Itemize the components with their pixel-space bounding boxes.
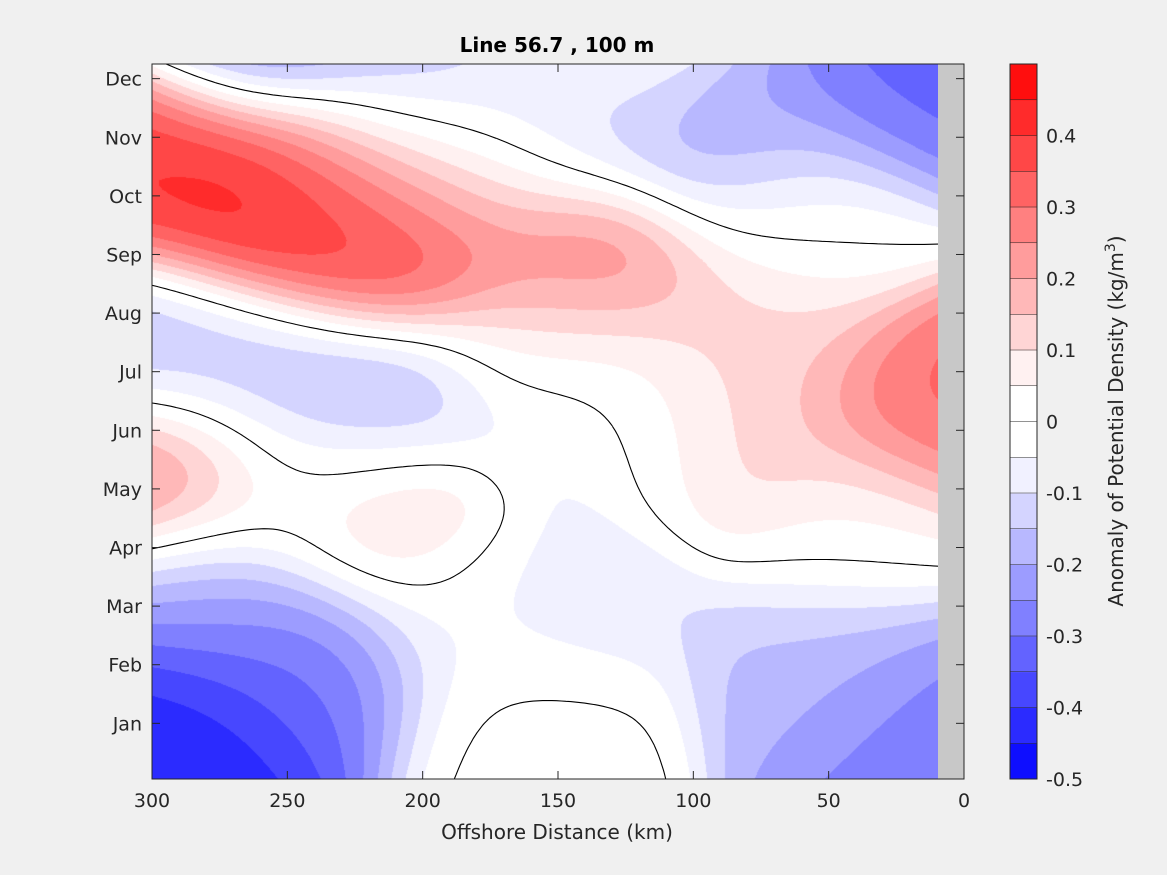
- colorbar-band: [1010, 671, 1037, 708]
- x-tick-label: 250: [269, 790, 305, 812]
- colorbar-band: [1010, 600, 1037, 637]
- x-tick-label: 200: [405, 790, 441, 812]
- colorbar-frame: [1009, 63, 1038, 780]
- x-tick-label: 300: [134, 790, 170, 812]
- x-tick-label: 100: [675, 790, 711, 812]
- colorbar-band: [1010, 207, 1037, 244]
- colorbar-band: [1010, 385, 1037, 422]
- x-axis: 300 250 200 150 100 50 0: [134, 64, 970, 812]
- x-axis-label: Offshore Distance (km): [441, 820, 673, 844]
- y-tick-label-feb: Feb: [108, 655, 142, 677]
- colorbar-band: [1010, 457, 1037, 494]
- colorbar-ticks: 0.4 0.3 0.2 0.1 0 -0.1 -0.2 -0.3 -0.4 -0.5: [1046, 126, 1083, 792]
- colorbar-bands: [1010, 64, 1037, 780]
- colorbar-band: [1010, 493, 1037, 530]
- y-tick-label-oct: Oct: [109, 186, 142, 208]
- colorbar-tick-label: -0.4: [1046, 698, 1083, 720]
- y-axis: Jan Feb Mar Apr May Jun Jul Aug Sep Oct Nov Dec: [103, 69, 964, 735]
- colorbar-band: [1010, 421, 1037, 458]
- colorbar-band: [1010, 99, 1037, 136]
- anomaly-field: [152, 64, 938, 779]
- zero-contour-lines: [152, 64, 938, 779]
- y-tick-label-jan: Jan: [112, 713, 142, 735]
- y-tick-label-may: May: [103, 479, 142, 501]
- y-tick-label-mar: Mar: [106, 596, 142, 618]
- colorbar-tick-label: -0.2: [1046, 555, 1083, 577]
- colorbar-tick-label: -0.3: [1046, 626, 1083, 648]
- colorbar-band: [1010, 743, 1037, 780]
- colorbar-band: [1010, 242, 1037, 279]
- colorbar-tick-label: 0.1: [1046, 340, 1076, 362]
- y-tick-label-nov: Nov: [105, 127, 142, 149]
- x-tick-label: 0: [958, 790, 970, 812]
- chart-title: Line 56.7 , 100 m: [460, 33, 655, 57]
- colorbar-band: [1010, 528, 1037, 565]
- colorbar-band: [1010, 171, 1037, 208]
- plot-area: [151, 63, 965, 780]
- colorbar-tick-label: 0: [1046, 412, 1058, 434]
- colorbar-band: [1010, 350, 1037, 387]
- colorbar-band: [1010, 314, 1037, 351]
- colorbar-band: [1010, 278, 1037, 315]
- colorbar-tick-label: 0.2: [1046, 269, 1076, 291]
- colorbar-tick-label: -0.1: [1046, 483, 1083, 505]
- colorbar-band: [1010, 564, 1037, 601]
- y-tick-label-dec: Dec: [105, 69, 142, 91]
- y-tick-label-sep: Sep: [106, 244, 142, 266]
- x-tick-label: 150: [540, 790, 576, 812]
- colorbar-tick-label: 0.3: [1046, 197, 1076, 219]
- colorbar-tick-label: 0.4: [1046, 126, 1076, 148]
- y-tick-label-jun: Jun: [111, 420, 142, 442]
- colorbar-label: Anomaly of Potential Density (kg/m3): [1103, 235, 1128, 606]
- colorbar: 0.4 0.3 0.2 0.1 0 -0.1 -0.2 -0.3 -0.4 -0.5 Anomal…: [1009, 63, 1128, 792]
- zero-contour: [152, 64, 938, 779]
- colorbar-band: [1010, 64, 1037, 101]
- x-tick-label: 50: [817, 790, 841, 812]
- colorbar-band: [1010, 135, 1037, 172]
- y-tick-label-apr: Apr: [109, 538, 142, 560]
- y-tick-label-jul: Jul: [118, 362, 142, 384]
- no-data-strip: [938, 64, 964, 779]
- colorbar-band: [1010, 636, 1037, 673]
- y-tick-label-aug: Aug: [105, 303, 142, 325]
- colorbar-band: [1010, 707, 1037, 744]
- colorbar-tick-label: -0.5: [1046, 769, 1083, 791]
